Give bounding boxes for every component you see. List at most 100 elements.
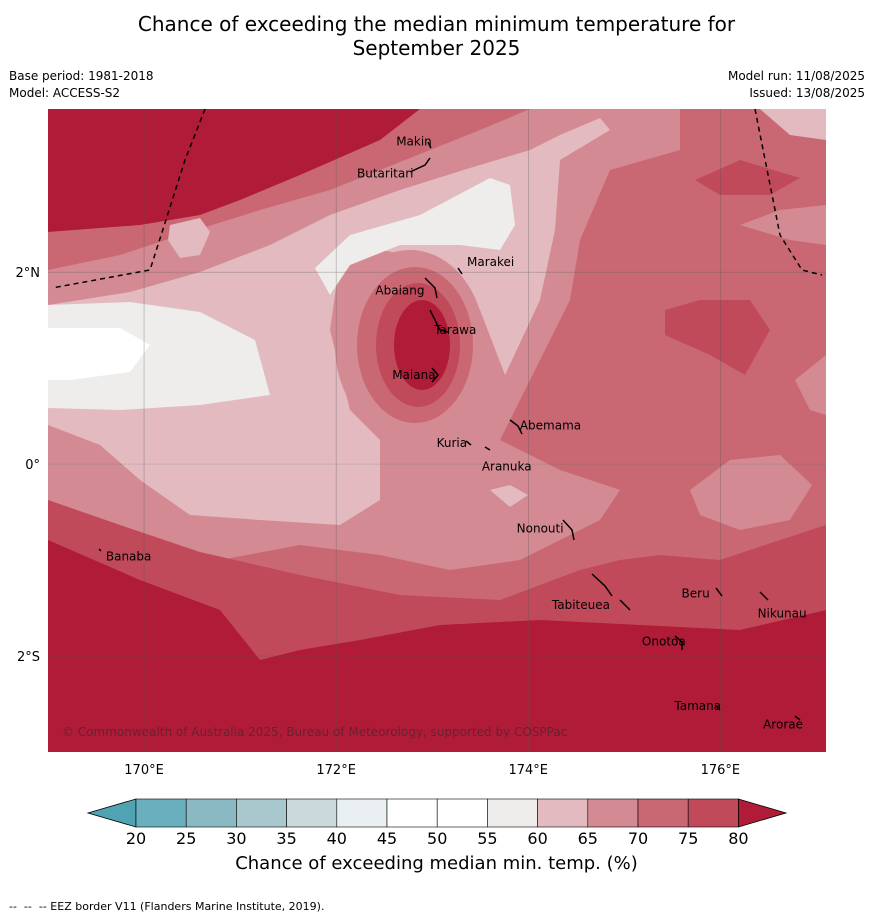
atoll-onotoa: [674, 635, 683, 650]
patch-65-70-east: [795, 355, 826, 415]
colorbar-segment: [436, 798, 488, 828]
colorbar-tick-label: 25: [176, 829, 196, 848]
island-label: Nikunau: [758, 607, 807, 621]
map-title: Chance of exceeding the median minimum t…: [0, 12, 873, 60]
eez-border-east: [754, 108, 823, 276]
band-55-60-north: [315, 178, 515, 295]
island-label: Tarawa: [433, 323, 476, 337]
base-period: Base period: 1981-2018: [9, 69, 154, 83]
eez-footnote: -- -- -- EEZ border V11 (Flanders Marine…: [9, 900, 325, 913]
atoll-maiana: [431, 367, 439, 383]
title-line-2: September 2025: [352, 36, 521, 60]
colorbar-tick-label: 70: [628, 829, 648, 848]
issued-date: Issued: 13/08/2025: [749, 86, 865, 100]
atoll-kuria: [465, 440, 472, 446]
colorbar-tick-label: 50: [427, 829, 447, 848]
patch-65-70-ne: [740, 205, 826, 245]
colorbar-tick-label: 30: [226, 829, 246, 848]
colorbar-segment: [637, 798, 689, 828]
island-labels: Makin Butaritari Marakei Abaiang Tarawa Maian…: [106, 135, 807, 732]
colorbar-segment: [185, 798, 237, 828]
colorbar-segment: [336, 798, 388, 828]
island-label: Kuria: [437, 436, 468, 450]
lon-tick-labels: 170°E 172°E 174°E 176°E: [124, 763, 740, 778]
lon-tick-label: 176°E: [701, 763, 741, 778]
atoll-outlines: [98, 141, 801, 721]
lon-tick-label: 170°E: [124, 763, 164, 778]
lat-tick-label: 2°S: [17, 650, 40, 665]
island-label: Butaritari: [357, 166, 414, 180]
lat-tick-label: 2°N: [16, 266, 41, 281]
atoll-banaba: [98, 548, 102, 552]
island-label: Tabiteuea: [551, 598, 610, 612]
colorbar-under-arrow: [86, 798, 137, 828]
patch-60-65-nw: [168, 218, 210, 258]
island-label: Aranuka: [482, 460, 532, 474]
probability-field: [48, 109, 826, 752]
patch-75-80-east: [665, 300, 770, 375]
colorbar: 20 25 30 35 40 45 50 55 60 65 70 75 80: [86, 798, 788, 848]
title-line-1: Chance of exceeding the median minimum t…: [137, 12, 736, 36]
band-50-55-west: [48, 328, 150, 380]
colorbar-tick-label: 40: [327, 829, 347, 848]
colorbar-segment: [537, 798, 589, 828]
island-label: Banaba: [106, 550, 152, 564]
colorbar-tick-label: 20: [126, 829, 146, 848]
copyright-notice: © Commonwealth of Australia 2025, Bureau…: [62, 725, 567, 739]
lon-tick-label: 174°E: [508, 763, 548, 778]
atoll-nonouti: [562, 519, 575, 541]
colorbar-tick-label: 45: [377, 829, 397, 848]
atoll-arorae: [794, 715, 801, 721]
colorbar-segment: [687, 798, 739, 828]
island-label: Abemama: [520, 419, 581, 433]
atoll-tabiteuea: [591, 573, 631, 611]
island-label: Arorae: [763, 717, 803, 731]
colorbar-tick-label: 60: [527, 829, 547, 848]
colorbar-over-arrow: [738, 798, 788, 828]
meta-right: Model run: 11/08/2025 Issued: 13/08/2025: [728, 68, 865, 102]
island-label: Makin: [396, 135, 432, 149]
gridlines: [48, 109, 826, 752]
colorbar-segment: [135, 798, 187, 828]
atoll-beru: [715, 587, 723, 597]
colorbar-tick-label: 80: [728, 829, 748, 848]
atoll-abemama: [509, 419, 523, 435]
atoll-butaritari: [409, 157, 431, 173]
eez-borders: [51, 108, 823, 289]
island-label: Maiana: [392, 368, 435, 382]
patch-60-65-small: [490, 485, 528, 507]
island-label: Marakei: [467, 255, 514, 269]
island-label: Abaiang: [375, 284, 424, 298]
island-label: Tamana: [673, 699, 721, 713]
atoll-nikunau: [759, 591, 769, 601]
atoll-abaiang: [424, 277, 438, 299]
colorbar-tick-label: 65: [578, 829, 598, 848]
colorbar-segment: [236, 798, 287, 828]
model-run: Model run: 11/08/2025: [727, 69, 865, 83]
island-label: Beru: [682, 587, 710, 601]
colorbar-tick-label: 75: [678, 829, 698, 848]
lat-tick-labels: 2°N 0° 2°S: [16, 266, 41, 665]
lon-tick-label: 172°E: [316, 763, 356, 778]
lat-tick-label: 0°: [25, 458, 40, 473]
patch-75-80-northeast: [695, 160, 800, 195]
eez-border-west: [51, 108, 206, 289]
atoll-aranuka: [484, 446, 491, 451]
colorbar-segment: [587, 798, 639, 828]
island-label: Nonouti: [517, 521, 564, 535]
colorbar-tick-label: 55: [477, 829, 497, 848]
colorbar-segment: [286, 798, 338, 828]
colorbar-label: Chance of exceeding median min. temp. (%…: [235, 853, 638, 874]
island-label: Onotoa: [642, 635, 686, 649]
colorbar-segment: [386, 798, 438, 828]
atoll-marakei: [457, 267, 463, 275]
meta-left: Base period: 1981-2018 Model: ACCESS-S2: [9, 68, 154, 102]
patch-60-65-ne-corner: [760, 109, 826, 140]
colorbar-tick-label: 35: [276, 829, 296, 848]
band-over-80-north: [48, 109, 420, 232]
atoll-tamana: [714, 704, 721, 711]
band-over-80-south: [48, 540, 826, 752]
colorbar-segment: [487, 798, 538, 828]
atoll-tarawa: [429, 309, 449, 333]
